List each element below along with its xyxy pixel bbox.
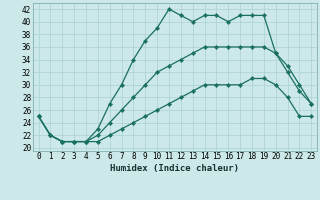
X-axis label: Humidex (Indice chaleur): Humidex (Indice chaleur) — [110, 164, 239, 173]
